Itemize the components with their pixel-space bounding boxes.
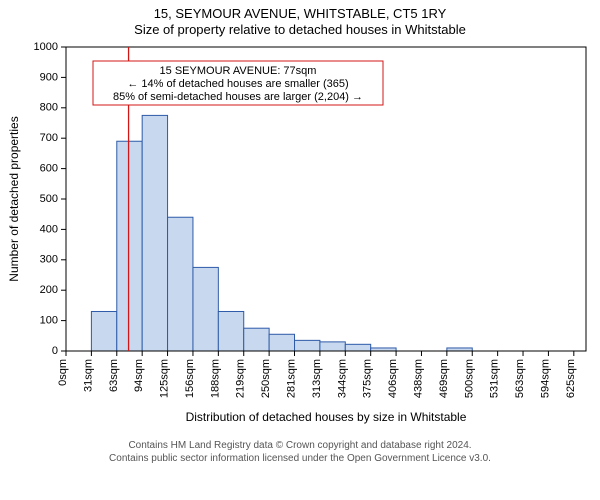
x-tick-label: 125sqm [159,359,171,398]
callout-line: ← 14% of detached houses are smaller (36… [127,78,348,90]
histogram-bar [168,217,193,351]
histogram-bar [295,340,320,351]
callout-line: 15 SEYMOUR AVENUE: 77sqm [160,65,317,77]
x-tick-label: 438sqm [412,359,424,398]
x-tick-label: 625sqm [565,359,577,398]
x-tick-label: 281sqm [286,359,298,398]
x-tick-label: 31sqm [82,359,94,392]
y-tick-label: 700 [40,132,58,144]
histogram-bar [218,311,243,351]
y-tick-label: 600 [40,163,58,175]
histogram-bar [345,344,370,351]
y-axis-title: Number of detached properties [7,116,21,281]
x-tick-label: 188sqm [209,359,221,398]
histogram-bar [142,115,167,351]
x-tick-label: 0sqm [57,359,69,386]
y-tick-label: 0 [52,345,58,357]
y-tick-label: 200 [40,284,58,296]
y-tick-label: 100 [40,315,58,327]
x-tick-label: 469sqm [438,359,450,398]
y-tick-label: 400 [40,223,58,235]
x-tick-label: 344sqm [336,359,348,398]
x-tick-label: 594sqm [539,359,551,398]
x-tick-label: 563sqm [514,359,526,398]
x-tick-label: 406sqm [387,359,399,398]
x-tick-label: 531sqm [489,359,501,398]
x-axis-title: Distribution of detached houses by size … [186,410,467,424]
histogram-bar [320,342,345,351]
y-tick-label: 800 [40,102,58,114]
callout-line: 85% of semi-detached houses are larger (… [113,91,363,103]
x-tick-label: 63sqm [108,359,120,392]
histogram-bar [91,311,116,351]
histogram-bar [244,328,269,351]
histogram-bar [117,141,142,351]
x-tick-label: 500sqm [463,359,475,398]
y-tick-label: 1000 [34,41,58,53]
histogram-bar [269,334,294,351]
x-tick-label: 156sqm [184,359,196,398]
chart-title-sub: Size of property relative to detached ho… [0,21,600,39]
x-tick-label: 94sqm [133,359,145,392]
y-tick-label: 500 [40,193,58,205]
x-tick-label: 250sqm [260,359,272,398]
histogram-bar [193,267,218,351]
chart-title-main: 15, SEYMOUR AVENUE, WHITSTABLE, CT5 1RY [0,0,600,21]
histogram-chart: 0 100 200 300 400 500 600 700 800 900 1000 0sqm 31sq… [0,39,600,437]
y-tick-label: 900 [40,71,58,83]
x-tick-label: 313sqm [311,359,323,398]
footer-line-1: Contains HM Land Registry data © Crown c… [0,440,600,453]
footer-line-2: Contains public sector information licen… [0,453,600,466]
x-tick-label: 375sqm [362,359,374,398]
y-tick-label: 300 [40,254,58,266]
x-tick-label: 219sqm [235,359,247,398]
chart-svg: 0 100 200 300 400 500 600 700 800 900 1000 0sqm 31sq… [0,39,600,437]
